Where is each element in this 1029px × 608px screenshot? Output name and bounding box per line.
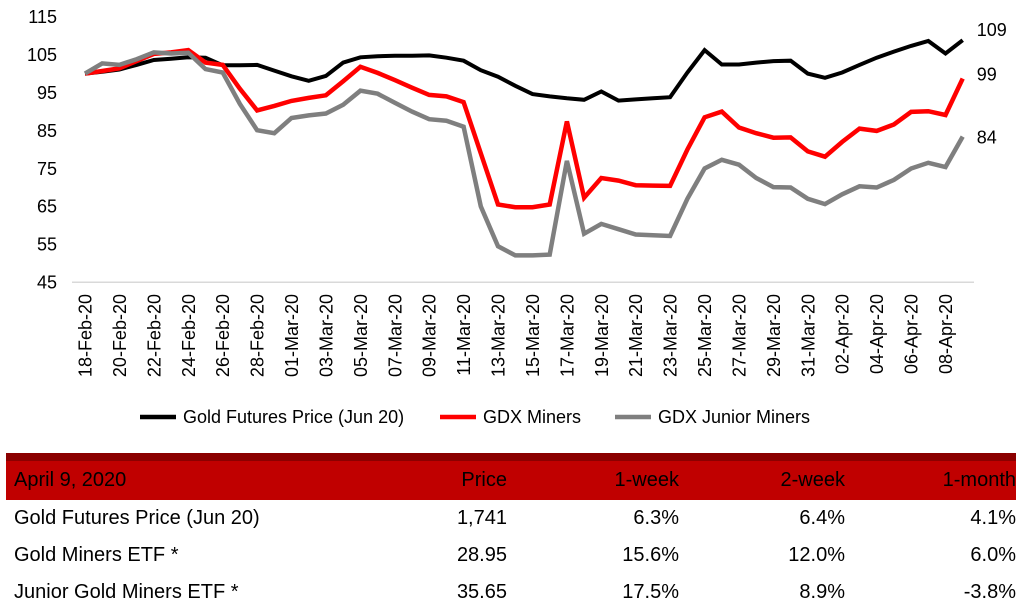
row-1month: -3.8%: [963, 581, 1016, 603]
x-tick-label: 13-Mar-20: [489, 294, 509, 377]
x-tick-label: 15-Mar-20: [523, 294, 543, 377]
series-line-gdx-junior-miners: [83, 50, 965, 258]
row-1week: 17.5%: [622, 581, 679, 603]
x-tick-label: 21-Mar-20: [626, 294, 646, 377]
y-tick-label: 75: [37, 159, 57, 179]
row-1month: 6.0%: [970, 544, 1016, 566]
legend-item-label: Gold Futures Price (Jun 20): [183, 407, 404, 427]
table-row-gold-miners-etf: Gold Miners ETF * 28.95 15.6% 12.0% 6.0%: [6, 537, 1016, 574]
x-tick-label: 29-Mar-20: [764, 294, 784, 377]
x-tick-label: 04-Apr-20: [867, 294, 887, 374]
x-tick-label: 20-Feb-20: [110, 294, 130, 377]
x-tick-label: 07-Mar-20: [385, 294, 405, 377]
gold-index-line-chart: 115 105 95 85 75 65 55 45 18-Feb-20 20-Feb-20 22-F…: [27, 7, 1007, 427]
x-tick-label: 18-Feb-20: [76, 294, 96, 377]
table-header-row: April 9, 2020 Price 1-week 2-week 1-mont…: [6, 461, 1016, 500]
table-header-1month: 1-month: [942, 469, 1016, 491]
series-line-gdx-miners: [84, 47, 965, 210]
y-tick-label: 55: [37, 235, 57, 255]
x-tick-label: 27-Mar-20: [729, 294, 749, 377]
table-header-date: April 9, 2020: [14, 469, 127, 491]
y-tick-label: 105: [27, 45, 57, 65]
x-tick-label: 19-Mar-20: [592, 294, 612, 377]
x-tick-label: 17-Mar-20: [557, 294, 577, 377]
series-end-label: 84: [977, 128, 997, 148]
x-tick-label: 24-Feb-20: [179, 294, 199, 377]
row-2week: 12.0%: [788, 544, 845, 566]
x-tick-label: 22-Feb-20: [144, 294, 164, 377]
row-label: Gold Miners ETF *: [14, 544, 179, 566]
row-2week: 8.9%: [799, 581, 845, 603]
performance-table: April 9, 2020 Price 1-week 2-week 1-mont…: [6, 453, 1023, 608]
y-tick-label: 65: [37, 197, 57, 217]
table-header-2week: 2-week: [780, 469, 845, 491]
chart-legend: Gold Futures Price (Jun 20) GDX Miners GDX…: [140, 407, 810, 427]
x-tick-label: 08-Apr-20: [936, 294, 956, 374]
table-header-1week: 1-week: [614, 469, 679, 491]
x-tick-label: 11-Mar-20: [454, 294, 474, 376]
x-tick-label: 25-Mar-20: [695, 294, 715, 377]
x-tick-label: 23-Mar-20: [661, 294, 681, 377]
x-tick-label: 26-Feb-20: [213, 294, 233, 377]
series-end-label: 99: [977, 65, 997, 85]
x-tick-label: 09-Mar-20: [420, 294, 440, 377]
row-2week: 6.4%: [799, 507, 845, 529]
y-axis-labels: 115 105 95 85 75 65 55 45: [27, 7, 57, 293]
legend-item-label: GDX Junior Miners: [658, 407, 810, 427]
y-tick-label: 85: [37, 121, 57, 141]
row-label: Gold Futures Price (Jun 20): [14, 507, 260, 529]
x-tick-label: 05-Mar-20: [351, 294, 371, 377]
series-line-gold-futures: [84, 38, 964, 103]
row-price: 1,741: [456, 507, 507, 529]
x-tick-label: 02-Apr-20: [833, 294, 853, 374]
y-tick-label: 95: [37, 83, 57, 103]
row-1week: 6.3%: [633, 507, 679, 529]
y-tick-label: 115: [28, 7, 57, 27]
x-tick-label: 06-Apr-20: [902, 294, 922, 374]
row-1week: 15.6%: [622, 544, 679, 566]
table-row-gold-futures: Gold Futures Price (Jun 20) 1,741 6.3% 6…: [6, 500, 1016, 537]
row-price: 35.65: [456, 581, 507, 603]
row-1month: 4.1%: [970, 507, 1016, 529]
row-label: Junior Gold Miners ETF *: [14, 581, 239, 603]
series-end-label: 109: [977, 20, 1007, 40]
x-axis-labels: 18-Feb-20 20-Feb-20 22-Feb-20 24-Feb-20 26-F…: [76, 294, 957, 377]
x-tick-label: 28-Feb-20: [248, 294, 268, 377]
x-tick-label: 31-Mar-20: [798, 294, 818, 377]
row-price: 28.95: [456, 544, 507, 566]
table-header-price: Price: [461, 469, 507, 491]
x-tick-label: 01-Mar-20: [282, 294, 302, 377]
y-tick-label: 45: [37, 273, 57, 293]
x-tick-label: 03-Mar-20: [316, 294, 336, 377]
table-row-junior-gold-miners-etf: Junior Gold Miners ETF * 35.65 17.5% 8.9…: [6, 574, 1016, 608]
table-top-border: [6, 453, 1016, 461]
legend-item-label: GDX Miners: [483, 407, 581, 427]
